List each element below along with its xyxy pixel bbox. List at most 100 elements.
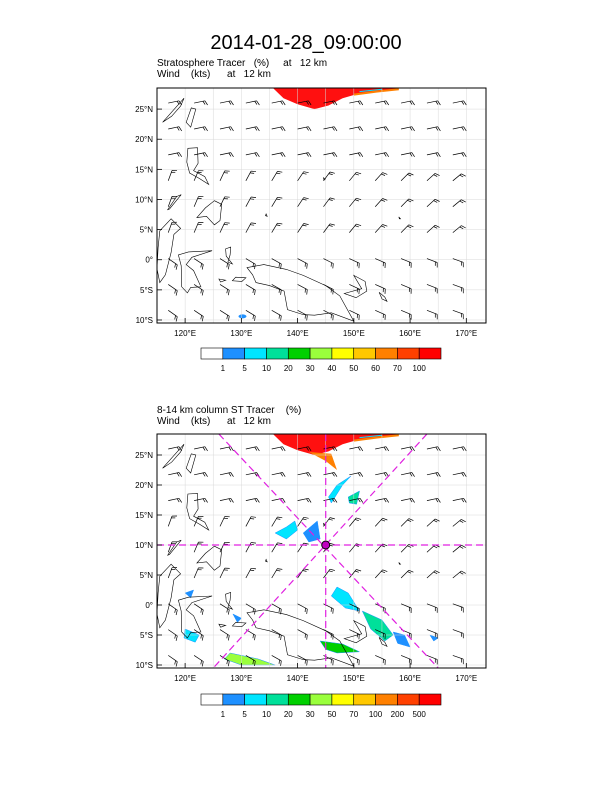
wind-barb-feather xyxy=(280,634,282,641)
wind-barb-feather xyxy=(230,126,234,132)
wind-barb-feather xyxy=(176,126,180,131)
wind-barb-feather xyxy=(204,472,208,477)
wind-barb-feather xyxy=(226,289,228,294)
map-frame xyxy=(156,87,487,324)
wind-barb-feather xyxy=(411,472,415,477)
wind-barb-feather xyxy=(385,498,389,503)
wind-barb-feather xyxy=(411,152,415,157)
wind-barb-feather xyxy=(282,100,286,106)
x-tick-label: 140°E xyxy=(287,674,309,683)
wind-barb-feather xyxy=(254,472,258,477)
wind-barb-feather xyxy=(461,199,466,203)
wind-barb xyxy=(375,655,386,661)
wind-barb-feather xyxy=(461,173,466,177)
tracer-blob xyxy=(361,610,394,642)
wind-barb-feather xyxy=(250,198,255,200)
coastline xyxy=(157,218,182,284)
wind-barb-feather xyxy=(308,472,312,477)
wind-barb-feather xyxy=(204,100,208,106)
colorbar-swatch xyxy=(418,347,442,360)
wind-barb-feather xyxy=(256,100,260,106)
wind-barb-feather xyxy=(175,316,178,322)
coastline xyxy=(178,250,213,294)
coastline xyxy=(398,562,402,565)
wind-barb-feather xyxy=(382,198,388,201)
colorbar-label: 20 xyxy=(284,364,293,373)
wind-barb xyxy=(452,544,462,553)
wind-barb-feather xyxy=(306,608,308,614)
wind-barb xyxy=(426,629,438,634)
wind-barb-feather xyxy=(407,519,412,522)
wind-barb-feather xyxy=(461,519,466,523)
wind-barb-feather xyxy=(226,263,228,268)
wind-barb-feather xyxy=(306,126,309,131)
wind-barb-feather xyxy=(227,609,230,615)
map-area xyxy=(157,434,486,668)
colorbar-swatch xyxy=(244,693,267,706)
colorbar-label: 30 xyxy=(306,710,315,719)
wind-barb xyxy=(426,284,438,289)
wind-barb-feather xyxy=(433,226,438,229)
colorbar-swatch xyxy=(266,693,289,706)
wind-barb-feather xyxy=(461,544,466,548)
wind-barb-feather xyxy=(408,518,414,521)
coastline xyxy=(186,493,210,531)
wind-barb-feather xyxy=(434,173,440,176)
wind-barb-feather xyxy=(332,152,335,157)
wind-barb-feather xyxy=(251,567,257,570)
wind-barb-feather xyxy=(276,172,281,175)
wind-barb-feather xyxy=(434,518,440,522)
colorbar-swatch xyxy=(418,693,442,706)
wind-barb-feather xyxy=(306,101,309,105)
wind-barb-feather xyxy=(174,289,176,294)
x-tick-label: 140°E xyxy=(287,329,309,338)
colorbar-label: 10 xyxy=(262,364,271,373)
wind-barb-feather xyxy=(329,171,335,174)
tracer-edge-cyan xyxy=(359,88,383,93)
colorbar-label: 500 xyxy=(413,710,427,719)
wind-barb-feather xyxy=(250,569,255,571)
wind-barb-feather xyxy=(204,152,208,157)
wind-barb-feather xyxy=(308,152,312,157)
wind-barb-feather xyxy=(383,498,387,503)
wind-barb xyxy=(375,284,386,290)
wind-barb xyxy=(426,603,438,609)
wind-barb-feather xyxy=(202,472,206,477)
wind-barb-feather xyxy=(332,498,335,503)
tracer-blob xyxy=(319,640,360,654)
wind-barb-feather xyxy=(204,126,208,132)
wind-barb xyxy=(245,222,252,233)
wind-barb-feather xyxy=(228,126,232,131)
wind-barb-feather xyxy=(459,174,464,178)
wind-barb-feather xyxy=(252,263,254,268)
wind-barb-feather xyxy=(459,546,464,549)
wind-barb-feather xyxy=(176,446,180,451)
colorbar-label: 20 xyxy=(284,710,293,719)
wind-barb-feather xyxy=(201,635,204,641)
wind-barb-feather xyxy=(280,315,282,321)
wind-barb-feather xyxy=(276,224,281,226)
wind-barb-feather xyxy=(354,199,359,202)
wind-barb xyxy=(271,258,282,265)
wind-barb-feather xyxy=(383,152,387,157)
wind-barb-feather xyxy=(435,152,439,157)
wind-barb-feather xyxy=(308,446,312,452)
colorbar-swatch xyxy=(222,693,245,706)
tracer-edge-orange xyxy=(353,434,399,442)
x-tick-label: 130°E xyxy=(230,674,252,683)
wind-barb-feather xyxy=(332,126,335,131)
x-tick-label: 160°E xyxy=(399,329,421,338)
wind-barb-feather xyxy=(280,263,282,269)
coastline xyxy=(398,216,402,220)
wind-barb-feather xyxy=(282,472,286,477)
wind-barb-feather xyxy=(463,126,467,132)
colorbar-label: 5 xyxy=(242,364,247,373)
wind-barb-feather xyxy=(461,101,465,105)
coastline xyxy=(157,563,182,629)
wind-barb-feather xyxy=(174,315,176,320)
wind-barb-feather xyxy=(174,634,176,639)
wind-barb-feather xyxy=(382,569,388,572)
wind-barb-feather xyxy=(175,661,178,667)
colorbar-2: 1 5 10 20 30 50 70 100 200 500 xyxy=(200,693,442,719)
wind-barb-feather xyxy=(174,660,176,665)
